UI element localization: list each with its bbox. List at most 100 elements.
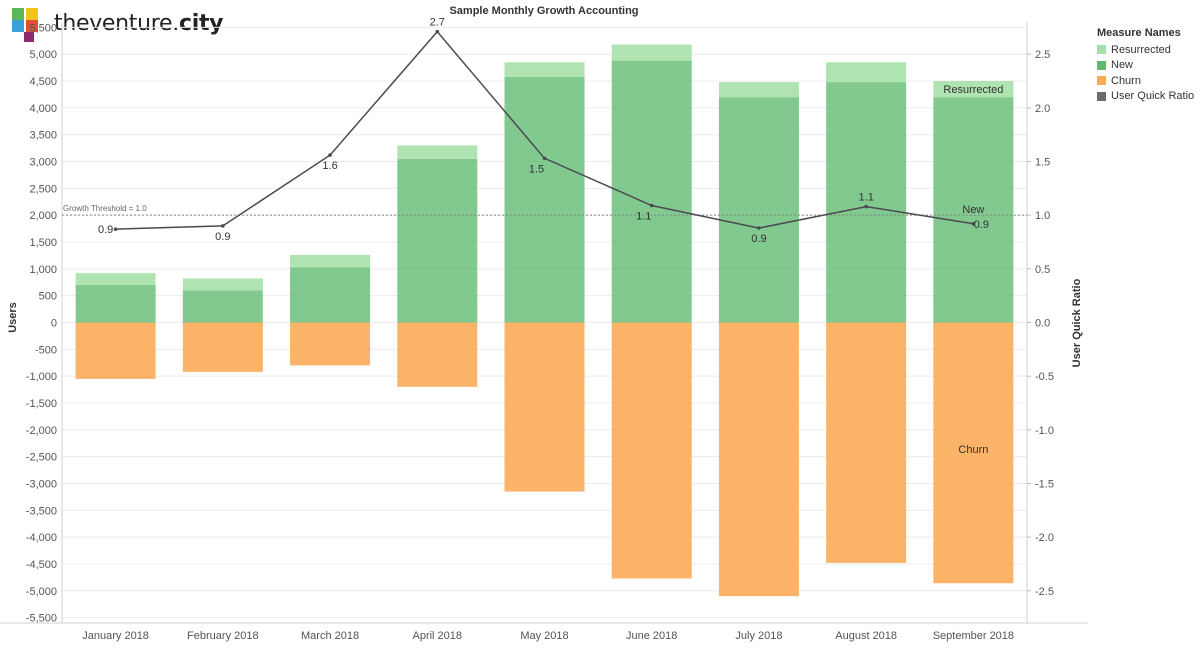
y-tick-label: -5,000 [26, 586, 57, 598]
y-tick-label: -500 [35, 344, 57, 356]
quick-ratio-label: 0.9 [751, 233, 766, 245]
quick-ratio-label: 1.1 [636, 211, 651, 223]
bar-new-june-2018 [611, 60, 692, 323]
quick-ratio-point [864, 204, 868, 209]
quick-ratio-point [435, 29, 440, 34]
bar-resurrected-september-2018 [933, 81, 1014, 98]
growth-accounting-chart: 5,500 5,000 4,500 4,000 3,500 3,000 2,500 2,000… [0, 17, 1088, 642]
bar-churn-september-2018 [933, 322, 1014, 584]
y2-tick-label: -0.5 [1035, 371, 1054, 383]
quick-ratio-label: 1.6 [322, 160, 337, 172]
y-axis-title: Users [7, 302, 19, 333]
y2-axis-title: User Quick Ratio [1071, 278, 1083, 367]
y2-tick-label: -1.0 [1035, 425, 1054, 437]
y2-tick-label: 0.0 [1035, 318, 1050, 330]
y-tick-label: -4,500 [26, 559, 57, 571]
x-tick-label: September 2018 [933, 630, 1014, 642]
y2-tick-label: -2.5 [1035, 586, 1054, 598]
legend-item-resurrected: Resurrected [1097, 42, 1194, 58]
y-tick-label: -4,000 [26, 532, 57, 544]
bar-resurrected-april-2018 [397, 145, 478, 159]
bar-new-august-2018 [826, 82, 907, 323]
y-tick-label: 500 [39, 291, 57, 303]
quick-ratio-label: 0.9 [98, 224, 113, 236]
quick-ratio-label: 1.5 [529, 163, 544, 175]
quick-ratio-label: 2.7 [430, 17, 445, 29]
bar-new-january-2018 [75, 284, 156, 323]
y-tick-label: 2,000 [29, 210, 57, 222]
bar-resurrected-july-2018 [718, 82, 799, 98]
annotation-new: New [962, 204, 984, 216]
y-tick-label: 5,500 [29, 22, 57, 34]
x-tick-label: February 2018 [187, 630, 259, 642]
legend-item-user-quick-ratio: User Quick Ratio [1097, 89, 1194, 105]
x-tick-label: May 2018 [520, 630, 568, 642]
annotation-churn: Churn [958, 444, 988, 456]
y2-tick-label: 1.0 [1035, 210, 1050, 222]
legend-swatch [1097, 91, 1106, 101]
y-tick-label: 2,500 [29, 183, 57, 195]
y-tick-label: 1,000 [29, 264, 57, 276]
y-tick-label: 1,500 [29, 237, 57, 249]
annotation-resurrected: Resurrected [943, 84, 1003, 96]
y-tick-label: 4,000 [29, 103, 57, 115]
y2-tick-label: 2.0 [1035, 103, 1050, 115]
legend-swatch [1097, 76, 1106, 86]
y-tick-label: -1,500 [26, 398, 57, 410]
quick-ratio-label: 0.9 [974, 219, 989, 231]
brand-name: theventure.city [54, 10, 224, 36]
bar-resurrected-june-2018 [611, 44, 692, 61]
y-tick-label: -1,000 [26, 371, 57, 383]
bar-new-april-2018 [397, 158, 478, 323]
y-tick-label: -2,500 [26, 452, 57, 464]
quick-ratio-point [757, 226, 761, 230]
bar-resurrected-may-2018 [504, 62, 585, 77]
legend-label: User Quick Ratio [1111, 90, 1195, 103]
y-tick-label: -5,500 [26, 613, 57, 625]
quick-ratio-point [971, 221, 976, 226]
brand-name-prefix: theventure. [54, 10, 179, 36]
bar-churn-march-2018 [290, 322, 371, 366]
bar-resurrected-august-2018 [826, 62, 907, 83]
legend-label: Churn [1111, 74, 1141, 87]
quick-ratio-point [113, 227, 118, 231]
y-tick-label: -2,000 [26, 425, 57, 437]
legend: Measure Names Resurrected New Churn User Qu… [1097, 27, 1194, 104]
legend-item-new: New [1097, 58, 1194, 74]
quick-ratio-point [542, 156, 547, 161]
y-tick-label: -3,500 [26, 505, 57, 517]
y-tick-label: -3,000 [26, 478, 57, 490]
x-tick-label: August 2018 [835, 630, 897, 642]
legend-label: New [1111, 59, 1134, 72]
x-tick-label: March 2018 [301, 630, 359, 642]
logo-mark-icon [10, 6, 46, 42]
y-tick-label: 5,000 [29, 49, 57, 61]
quick-ratio-label: 1.1 [859, 192, 874, 204]
quick-ratio-label: 0.9 [215, 231, 230, 243]
y-tick-label: 3,500 [29, 130, 57, 142]
bar-resurrected-march-2018 [290, 254, 371, 268]
x-tick-label: June 2018 [626, 630, 677, 642]
y2-tick-label: 2.5 [1035, 49, 1050, 61]
legend-title: Measure Names [1097, 27, 1181, 39]
bar-new-february-2018 [182, 290, 263, 323]
y2-tick-label: -1.5 [1035, 478, 1054, 490]
y2-tick-label: 1.5 [1035, 157, 1050, 169]
bar-new-september-2018 [933, 97, 1014, 323]
legend-item-churn: Churn [1097, 73, 1194, 89]
quick-ratio-point [221, 224, 225, 228]
quick-ratio-point [328, 153, 332, 157]
brand-logo: theventure.city [10, 6, 224, 42]
quick-ratio-point [649, 203, 654, 208]
bar-churn-may-2018 [504, 322, 585, 492]
bar-churn-june-2018 [611, 322, 692, 579]
x-tick-label: April 2018 [413, 630, 463, 642]
bar-churn-january-2018 [75, 322, 156, 379]
growth-threshold-label: Growth Threshold = 1.0 [63, 204, 147, 213]
bar-new-may-2018 [504, 76, 585, 323]
bar-new-july-2018 [718, 97, 799, 323]
brand-name-suffix: city [178, 10, 224, 36]
x-tick-label: January 2018 [82, 630, 149, 642]
y-tick-label: 0 [51, 318, 57, 330]
bar-resurrected-february-2018 [182, 278, 263, 291]
